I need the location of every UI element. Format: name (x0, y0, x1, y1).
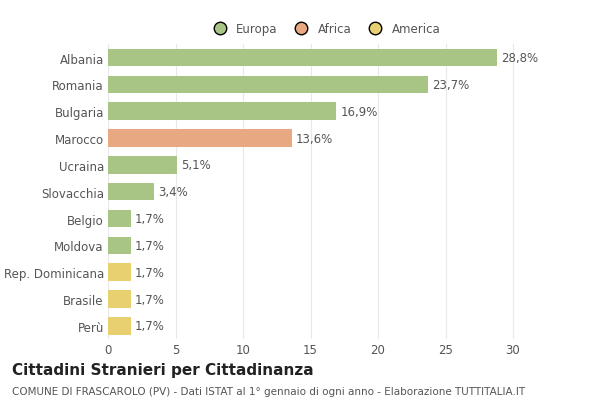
Text: 28,8%: 28,8% (501, 52, 538, 65)
Bar (108, 130, 292, 147)
Bar (108, 76, 428, 94)
Text: COMUNE DI FRASCAROLO (PV) - Dati ISTAT al 1° gennaio di ogni anno - Elaborazione: COMUNE DI FRASCAROLO (PV) - Dati ISTAT a… (12, 387, 525, 396)
Text: 23,7%: 23,7% (432, 79, 469, 92)
Bar (108, 237, 131, 254)
Bar (108, 210, 131, 228)
Text: 5,1%: 5,1% (181, 159, 211, 172)
Text: 1,7%: 1,7% (135, 239, 165, 252)
Bar (108, 184, 154, 201)
Bar (108, 264, 131, 281)
Text: 1,7%: 1,7% (135, 319, 165, 333)
Text: 13,6%: 13,6% (296, 132, 333, 145)
Bar (108, 157, 177, 174)
Text: 1,7%: 1,7% (135, 266, 165, 279)
Text: 3,4%: 3,4% (158, 186, 188, 199)
Text: 16,9%: 16,9% (340, 106, 377, 118)
Text: 1,7%: 1,7% (135, 213, 165, 225)
Text: Cittadini Stranieri per Cittadinanza: Cittadini Stranieri per Cittadinanza (12, 362, 314, 377)
Bar (108, 103, 336, 121)
Bar (108, 291, 131, 308)
Bar (108, 317, 131, 335)
Bar (108, 49, 497, 67)
Text: 1,7%: 1,7% (135, 293, 165, 306)
Legend: Europa, Africa, America: Europa, Africa, America (203, 18, 445, 41)
